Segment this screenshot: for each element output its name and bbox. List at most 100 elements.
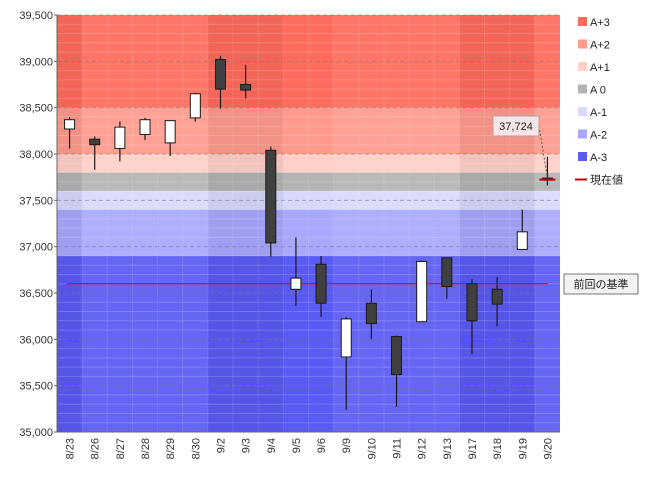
y-tick-label: 36,000	[19, 334, 53, 346]
legend-swatch	[578, 39, 587, 49]
previous-baseline-box	[563, 273, 639, 295]
x-tick-label: 9/12	[417, 438, 429, 459]
x-tick-label: 9/9	[341, 438, 353, 453]
y-tick-label: 37,500	[19, 195, 53, 207]
legend-label: A-2	[590, 130, 607, 142]
x-tick-label: 9/18	[492, 438, 504, 459]
previous-baseline-label-group[interactable]: 前回の基準	[563, 273, 639, 295]
x-tick-label: 9/6	[316, 438, 328, 453]
candle-body	[214, 58, 226, 90]
y-tick-labels: 35,000 35,500 36,000 36,500 37,000 37,500 38,0…	[19, 10, 57, 439]
candle-body	[64, 119, 76, 130]
candle-body	[365, 302, 377, 325]
y-tick-label: 37,000	[19, 242, 53, 254]
y-tick-label: 38,500	[19, 103, 53, 115]
legend-label: A+2	[590, 40, 610, 52]
zone-band-2	[57, 154, 560, 173]
zone-bands	[57, 15, 560, 432]
previous-baseline-label: 前回の基準	[574, 277, 629, 291]
candle-body	[315, 263, 327, 304]
column-shade-0	[57, 15, 83, 432]
candle-9/2	[214, 55, 226, 109]
candle-body	[265, 149, 277, 244]
candle-8/26	[89, 136, 101, 170]
legend-label: A+1	[590, 62, 610, 74]
candle-9/11	[391, 335, 403, 407]
candle-8/23	[64, 116, 76, 149]
x-tick-label: 9/13	[442, 438, 454, 459]
x-tick-label: 8/23	[65, 438, 77, 459]
x-tick-label: 8/30	[190, 438, 202, 459]
candle-8/27	[114, 121, 126, 162]
candle-9/3	[240, 65, 252, 99]
y-tick-label: 38,000	[19, 149, 53, 161]
axes	[56, 15, 560, 433]
y-tick-label: 39,000	[19, 56, 53, 68]
candle-body	[89, 138, 101, 146]
x-tick-label: 9/5	[291, 438, 303, 453]
y-tick-label: 36,500	[19, 288, 53, 300]
callout-box	[492, 115, 540, 137]
zone-band-3	[57, 172, 560, 192]
candle-body	[391, 336, 403, 376]
candle-8/28	[139, 117, 151, 141]
candle-body	[416, 260, 428, 323]
legend-item-1: A+2	[578, 39, 610, 52]
candle-body	[441, 257, 453, 288]
legend: A+3 A+2 A+1 A 0 A-1 A-2 A-3 現在値	[575, 17, 623, 187]
zone-band-5	[57, 209, 560, 256]
legend-label: A+3	[590, 17, 610, 29]
legend-item-2: A+1	[578, 62, 610, 74]
x-tick-label: 9/3	[241, 438, 253, 453]
x-tick-label: 8/29	[165, 438, 177, 459]
legend-swatch	[578, 17, 587, 26]
legend-swatch	[578, 84, 587, 94]
legend-item-4: A-1	[578, 107, 607, 119]
x-tick-label: 9/20	[542, 438, 554, 459]
grid-lines	[57, 14, 560, 433]
x-tick-label: 9/11	[392, 438, 404, 459]
y-tick-label: 39,500	[19, 10, 53, 22]
legend-item-current-value: 現在値	[575, 174, 623, 187]
x-tick-label: 8/28	[140, 438, 152, 459]
candle-body	[114, 126, 126, 149]
x-tick-label: 9/10	[366, 438, 378, 459]
x-tick-label: 9/19	[517, 438, 529, 459]
candles	[64, 55, 556, 410]
column-shading	[57, 15, 560, 432]
candle-body	[340, 318, 352, 358]
candle-9/10	[365, 289, 377, 340]
candle-9/17	[466, 279, 478, 355]
legend-label: A-1	[590, 107, 607, 119]
legend-item-5: A-2	[578, 129, 607, 142]
candle-8/30	[189, 92, 201, 122]
y-tick-label: 35,000	[19, 427, 53, 439]
candle-9/9	[340, 317, 352, 410]
x-tick-label: 9/17	[467, 438, 479, 459]
column-shade-2	[459, 15, 535, 432]
candle-9/18	[491, 277, 503, 327]
legend-swatch	[578, 62, 587, 71]
zone-band-4	[57, 191, 560, 210]
legend-item-0: A+3	[578, 17, 610, 29]
legend-swatch	[578, 129, 587, 139]
column-light-2	[534, 15, 560, 432]
candle-body	[466, 283, 478, 322]
candle-9/4	[265, 146, 277, 257]
legend-item-6: A-3	[578, 152, 607, 164]
candle-9/13	[441, 257, 453, 299]
candle-body	[290, 277, 302, 290]
legend-swatch	[578, 107, 587, 116]
candle-body	[240, 84, 252, 91]
column-light-0	[82, 15, 208, 432]
current-value-label: 37,724	[499, 121, 533, 133]
x-tick-labels: 8/23 8/26 8/27 8/28 8/29 8/30 9/2 9/3 9/4 9/5 9/6 9…	[65, 438, 555, 459]
candle-9/19	[516, 209, 528, 250]
candle-8/29	[164, 120, 176, 156]
legend-label: A 0	[590, 85, 606, 97]
legend-label: A-3	[590, 152, 607, 164]
x-tick-label: 9/2	[215, 438, 227, 453]
x-tick-label: 8/27	[115, 438, 127, 459]
